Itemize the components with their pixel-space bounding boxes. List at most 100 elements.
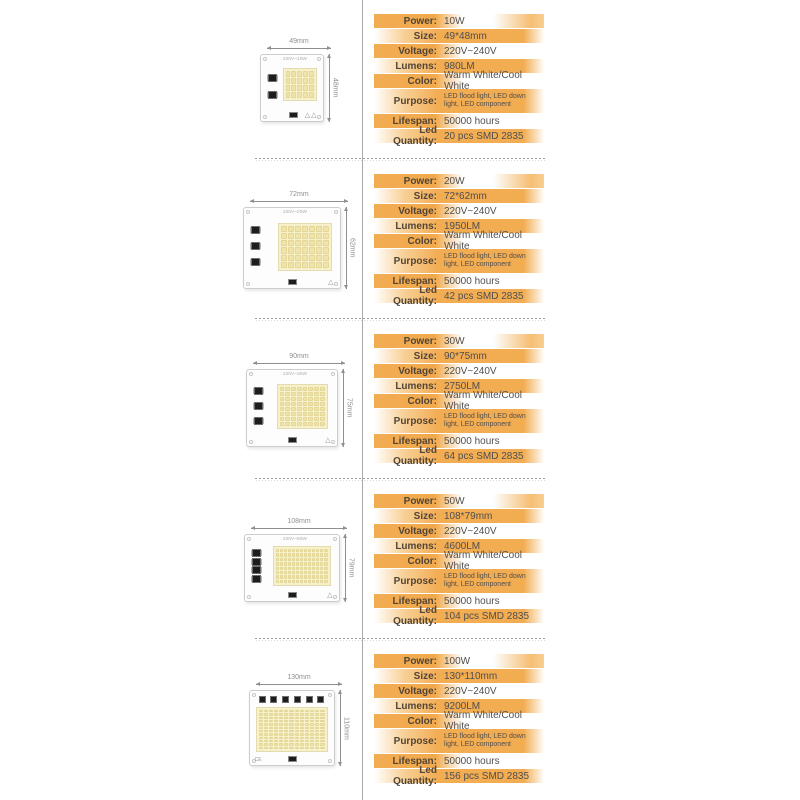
led-cell xyxy=(287,247,294,254)
spec-label: Lumens: xyxy=(395,380,437,392)
led-cell xyxy=(279,557,283,562)
led-cell xyxy=(291,397,296,401)
led-cell xyxy=(299,566,304,570)
dimension-arrow-horizontal xyxy=(253,361,345,365)
led-cell xyxy=(324,566,328,570)
led-cell xyxy=(291,392,296,396)
led-cell xyxy=(299,549,304,553)
component-chip xyxy=(268,73,277,82)
led-cell xyxy=(291,422,296,426)
led-cell xyxy=(308,566,312,570)
led-cell xyxy=(279,575,283,579)
led-cell xyxy=(285,402,290,406)
led-cell xyxy=(324,557,328,562)
led-cell xyxy=(295,579,299,583)
led-cell xyxy=(289,726,294,729)
spec-row-size: Size: 130*110mm xyxy=(374,669,544,683)
led-cell xyxy=(294,247,301,254)
led-cell xyxy=(308,579,312,583)
led-cell xyxy=(310,733,315,736)
led-cell xyxy=(287,557,291,562)
led-cell xyxy=(315,739,320,743)
led-cell xyxy=(304,579,308,583)
spec-label: Voltage: xyxy=(398,525,437,537)
led-grid xyxy=(282,68,317,101)
led-cell xyxy=(320,743,325,746)
dimension-arrow-vertical xyxy=(326,54,331,122)
mounting-hole xyxy=(332,595,337,599)
width-dimension-label: 130mm xyxy=(287,674,311,681)
dimension-arrow-vertical xyxy=(343,207,348,289)
mounting-hole xyxy=(333,282,338,286)
led-cell xyxy=(289,716,294,719)
led-cell xyxy=(296,387,302,391)
led-cell xyxy=(315,736,320,739)
led-cell xyxy=(295,562,299,566)
spec-value: 42 pcs SMD 2835 xyxy=(444,290,524,302)
pcb-side-components xyxy=(254,384,264,428)
led-cell xyxy=(304,723,310,726)
led-cell xyxy=(304,746,310,749)
dimension-arrow-vertical xyxy=(337,690,342,766)
spec-row-size: Size: 108*79mm xyxy=(374,509,544,523)
component-chip xyxy=(268,90,277,99)
spec-row-lifespan: Lifespan: 50000 hours xyxy=(374,274,544,288)
led-cell xyxy=(279,716,284,719)
spec-value: 980LM xyxy=(444,60,475,72)
led-cell xyxy=(289,713,294,716)
led-cell xyxy=(295,575,299,579)
led-cell xyxy=(296,412,302,416)
led-cell xyxy=(268,719,273,723)
spec-table: Power: 100W Size: 130*110mm Voltage: 220… xyxy=(374,654,544,787)
led-cell xyxy=(320,579,324,583)
dimension-arrow-horizontal xyxy=(251,526,347,530)
led-cell xyxy=(279,422,285,426)
spec-label: Size: xyxy=(413,350,437,362)
led-cell xyxy=(310,710,315,713)
led-cell xyxy=(310,736,315,739)
spec-label: Purpose: xyxy=(393,255,437,267)
led-cell xyxy=(279,719,284,723)
led-cell xyxy=(320,710,325,713)
led-cell xyxy=(285,412,290,416)
spec-value: Warm White/Cool White xyxy=(444,710,522,732)
ce-mark: CE xyxy=(254,757,262,763)
led-cell xyxy=(308,392,313,396)
mounting-hole xyxy=(246,537,251,541)
spec-row-color: Color: Warm White/Cool White xyxy=(374,70,544,92)
component-chip xyxy=(254,416,263,425)
led-cell xyxy=(284,713,289,716)
spec-row-power: Power: 100W xyxy=(374,654,544,668)
product-section: 130mm CE xyxy=(0,640,800,800)
led-cell xyxy=(312,566,316,570)
led-cell xyxy=(304,733,310,736)
led-cell xyxy=(320,736,325,739)
led-cell xyxy=(308,247,315,254)
mounting-hole xyxy=(316,115,321,119)
led-cell xyxy=(287,566,291,570)
led-cell xyxy=(285,397,290,401)
spec-row-size: Size: 90*75mm xyxy=(374,349,544,363)
spec-row-led-quantity: Led Quantity: 156 pcs SMD 2835 xyxy=(374,765,544,787)
led-cell xyxy=(273,716,279,719)
spec-row-purpose: Purpose: LED flood light, LED down light… xyxy=(374,409,544,433)
led-cell xyxy=(320,716,325,719)
led-cell xyxy=(294,713,299,716)
led-cell xyxy=(291,553,295,557)
led-cell xyxy=(316,570,320,575)
led-cell xyxy=(289,733,294,736)
spec-row-lifespan: Lifespan: 50000 hours xyxy=(374,114,544,128)
led-cell xyxy=(324,575,328,579)
product-section: 108mm 220V~50W △ xyxy=(0,480,800,640)
led-cell xyxy=(310,729,315,733)
spec-label: Color: xyxy=(407,555,437,567)
width-dimension: 90mm xyxy=(253,353,345,365)
led-cell xyxy=(312,557,316,562)
led-cell xyxy=(284,716,289,719)
spec-label: Led Quantity: xyxy=(393,125,437,147)
led-cell xyxy=(284,733,289,736)
led-cell xyxy=(263,733,268,736)
led-cell xyxy=(320,726,325,729)
led-cell xyxy=(308,226,315,233)
led-cell xyxy=(301,233,308,240)
